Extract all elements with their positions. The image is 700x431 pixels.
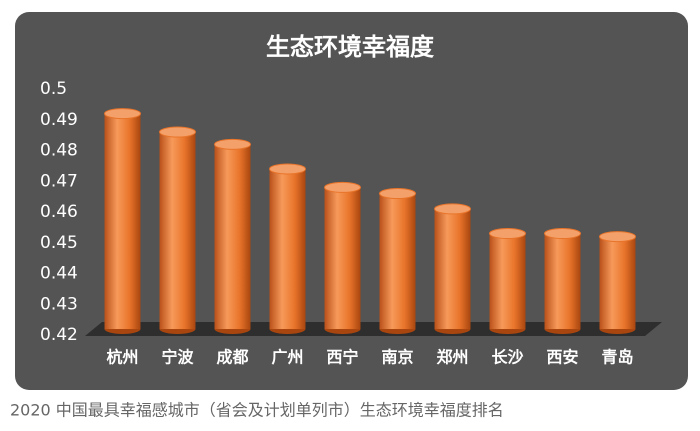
y-tick-label: 0.49 bbox=[40, 110, 78, 130]
y-tick-label: 0.47 bbox=[40, 171, 78, 191]
y-tick-label: 0.46 bbox=[40, 202, 78, 222]
bar bbox=[489, 233, 526, 329]
x-tick-label: 广州 bbox=[271, 348, 303, 367]
x-tick-label: 南京 bbox=[381, 348, 413, 367]
bar-cap bbox=[214, 138, 251, 150]
bar bbox=[324, 187, 361, 329]
bar-cap bbox=[599, 231, 636, 243]
bar bbox=[214, 144, 251, 329]
y-tick-label: 0.48 bbox=[40, 141, 78, 161]
x-tick-label: 青岛 bbox=[601, 348, 633, 367]
x-tick-label: 宁波 bbox=[161, 348, 194, 367]
bar-cap bbox=[104, 108, 141, 120]
chart-title: 生态环境幸福度 bbox=[266, 33, 435, 61]
y-tick-label: 0.44 bbox=[40, 264, 78, 284]
bar-cap bbox=[489, 228, 526, 240]
bar-cap bbox=[269, 163, 306, 175]
x-tick-label: 西宁 bbox=[326, 348, 358, 367]
bar-cap bbox=[434, 203, 471, 215]
y-tick-label: 0.45 bbox=[40, 233, 78, 253]
bar-cap bbox=[324, 181, 361, 193]
bar bbox=[434, 208, 471, 329]
bar-cap bbox=[544, 228, 581, 240]
bar bbox=[544, 233, 581, 329]
x-tick-label: 西安 bbox=[546, 348, 578, 367]
x-tick-label: 长沙 bbox=[491, 348, 523, 367]
bar bbox=[104, 113, 141, 329]
y-tick-label: 0.42 bbox=[40, 325, 78, 345]
bar bbox=[379, 193, 416, 329]
bar bbox=[269, 168, 306, 329]
caption: 2020 中国最具幸福感城市（省会及计划单列市）生态环境幸福度排名 bbox=[10, 401, 504, 420]
y-tick-label: 0.5 bbox=[40, 79, 67, 99]
bar-cap bbox=[379, 188, 416, 200]
y-tick-label: 0.43 bbox=[40, 294, 78, 314]
x-tick-label: 郑州 bbox=[436, 348, 468, 367]
bar bbox=[159, 132, 196, 329]
x-tick-label: 杭州 bbox=[106, 348, 138, 367]
x-tick-label: 成都 bbox=[216, 348, 248, 367]
bar-cap bbox=[159, 126, 196, 138]
bar bbox=[599, 236, 636, 329]
